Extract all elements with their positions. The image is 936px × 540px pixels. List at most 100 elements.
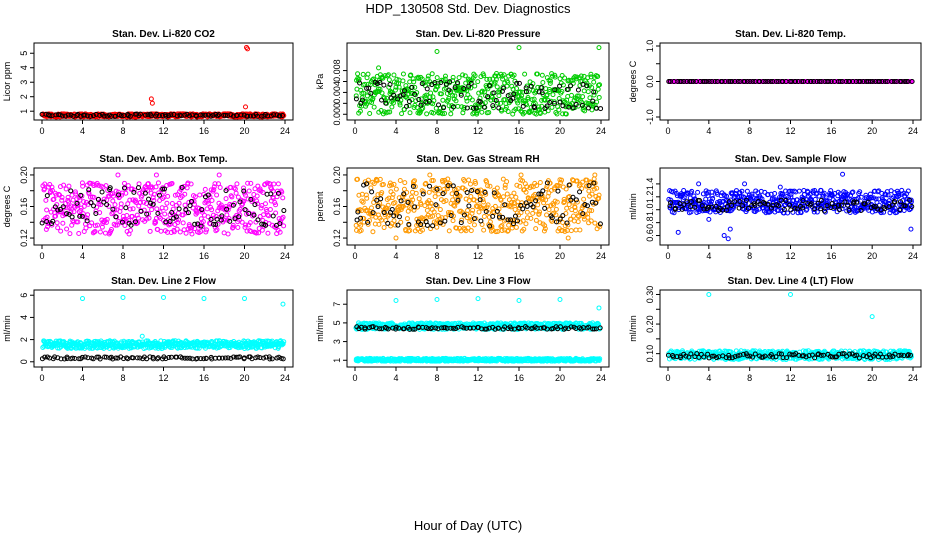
data-point [760, 79, 766, 84]
data-point [171, 215, 177, 221]
data-point [418, 102, 424, 108]
data-point [475, 79, 481, 85]
data-point [393, 186, 399, 192]
data-point-outlier [596, 45, 602, 51]
data-point [558, 179, 564, 185]
data-point [867, 79, 873, 84]
data-point [221, 217, 227, 223]
x-tick-label: 12 [785, 251, 795, 261]
data-point [744, 79, 750, 84]
data-point [119, 192, 125, 198]
data-point [450, 78, 456, 84]
data-point [198, 112, 204, 118]
data-point [576, 214, 582, 220]
x-tick-label: 16 [826, 126, 836, 136]
data-point [554, 199, 560, 205]
data-point [524, 203, 530, 209]
data-point [857, 189, 863, 195]
data-point [444, 186, 450, 192]
data-point [672, 205, 678, 211]
data-point [518, 95, 524, 101]
y-tick-label: 0.12 [19, 229, 29, 247]
chart-title: Stan. Dev. Li-820 CO2 [112, 29, 215, 40]
data-point [208, 216, 214, 222]
data-point [57, 206, 63, 212]
data-point [774, 79, 780, 84]
data-point [156, 190, 162, 196]
data-point [821, 190, 827, 196]
data-point [88, 200, 94, 206]
data-point [411, 79, 417, 85]
data-point [585, 211, 591, 217]
data-point [262, 201, 268, 207]
data-point [380, 182, 386, 188]
data-point [765, 201, 771, 207]
data-point [897, 199, 903, 205]
data-point [419, 81, 425, 87]
x-tick-label: 20 [867, 126, 877, 136]
data-point [417, 109, 423, 115]
x-tick-label: 16 [514, 126, 524, 136]
data-point [452, 203, 458, 209]
data-point [563, 111, 569, 117]
data-point [688, 199, 694, 205]
data-point [42, 181, 48, 187]
data-point [828, 79, 834, 84]
data-point [379, 90, 385, 96]
data-point-outlier [242, 296, 247, 302]
data-point-outlier [115, 172, 121, 178]
data-point [81, 199, 87, 205]
data-point [485, 183, 491, 189]
data-point [88, 113, 94, 119]
data-point [127, 113, 133, 119]
data-point [369, 189, 375, 195]
data-point [427, 203, 433, 209]
data-point [377, 79, 383, 85]
data-point [442, 76, 448, 82]
x-tick-label: 20 [867, 251, 877, 261]
data-point [485, 202, 491, 208]
data-point [494, 208, 500, 214]
data-point [842, 199, 848, 205]
data-point [370, 210, 376, 216]
data-point [168, 112, 174, 118]
data-point [168, 354, 174, 360]
data-point [363, 181, 369, 187]
data-point [497, 87, 503, 93]
data-point [154, 206, 160, 212]
data-point [275, 190, 281, 196]
data-point [762, 200, 768, 206]
x-tick-label: 20 [555, 373, 565, 383]
data-point [409, 84, 415, 90]
data-point [59, 197, 65, 203]
data-point [520, 218, 526, 224]
y-axis-label: kPa [315, 74, 325, 90]
data-point [455, 103, 461, 109]
data-point [86, 340, 92, 346]
data-point [516, 80, 522, 86]
data-point [187, 203, 193, 209]
data-point [719, 79, 725, 84]
data-point [511, 190, 517, 196]
data-point [574, 199, 580, 205]
data-point [743, 197, 749, 203]
data-point [470, 207, 476, 213]
data-point [591, 180, 597, 186]
data-point [192, 194, 198, 200]
chart-title: Stan. Dev. Amb. Box Temp. [99, 154, 227, 165]
data-point [454, 80, 460, 86]
data-point [374, 81, 380, 87]
data-point [146, 196, 152, 202]
data-point [429, 71, 435, 77]
data-point [137, 111, 143, 117]
data-point [556, 107, 562, 113]
data-point [281, 339, 287, 345]
data-point [591, 186, 597, 192]
data-point [412, 84, 418, 90]
data-point [573, 101, 579, 107]
data-point [850, 189, 856, 195]
data-point [177, 229, 183, 235]
x-tick-label: 16 [199, 373, 209, 383]
data-point [381, 210, 387, 216]
data-point [188, 228, 194, 234]
